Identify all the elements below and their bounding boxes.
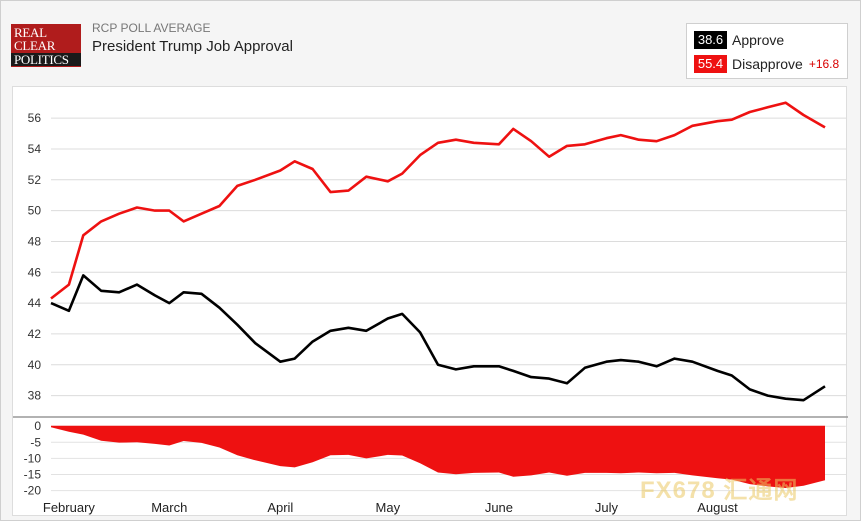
month-label-february: February bbox=[43, 500, 96, 515]
ytick-label-2: 42 bbox=[28, 327, 42, 341]
logo-line-1: REAL bbox=[14, 25, 47, 40]
legend-approve[interactable]: 38.6 Approve bbox=[694, 31, 784, 49]
ytick-label-0: 38 bbox=[28, 389, 42, 403]
ytick-label-6: 50 bbox=[28, 204, 42, 218]
ytick-label-5: 48 bbox=[28, 234, 42, 248]
ytick-label-7: 52 bbox=[28, 173, 42, 187]
rcp-logo[interactable]: REAL CLEAR POLITICS bbox=[11, 24, 81, 67]
watermark: FX678 汇通网 bbox=[640, 477, 799, 504]
month-label-july: July bbox=[595, 500, 619, 515]
spread-tick-label-2: -10 bbox=[24, 451, 42, 465]
ytick-label-3: 44 bbox=[28, 296, 42, 310]
ytick-label-1: 40 bbox=[28, 358, 42, 372]
chart-title: President Trump Job Approval bbox=[92, 38, 293, 55]
approve-value: 38.6 bbox=[694, 31, 727, 49]
month-label-march: March bbox=[151, 500, 187, 515]
logo-line-2: CLEAR bbox=[14, 38, 56, 53]
spread-tick-label-1: -5 bbox=[30, 435, 41, 449]
series-line-disapprove bbox=[50, 101, 826, 300]
approve-label: Approve bbox=[732, 32, 785, 48]
chart-svg: 38 40 42 44 46 48 50 52 54 56 0 -5 -10 -15 -20February… bbox=[13, 101, 848, 515]
ytick-label-4: 46 bbox=[28, 265, 42, 279]
chart-eyebrow: RCP POLL AVERAGE bbox=[92, 21, 211, 35]
legend-disapprove[interactable]: 55.4 Disapprove +16.8 bbox=[694, 55, 839, 73]
series-line-approve bbox=[50, 274, 826, 402]
chart-area: 38 40 42 44 46 48 50 52 54 56 0 -5 -10 -15 -20 February… bbox=[12, 86, 848, 516]
ytick-label-8: 54 bbox=[28, 142, 42, 156]
spread-value: +16.8 bbox=[808, 57, 840, 71]
spread-tick-label-3: -15 bbox=[24, 467, 42, 481]
month-label-april: April bbox=[267, 500, 293, 515]
spread-tick-label-4: -20 bbox=[24, 484, 42, 498]
spread-tick-label-0: 0 bbox=[34, 419, 41, 433]
disapprove-label: Disapprove bbox=[732, 56, 803, 72]
spread-area bbox=[51, 426, 825, 488]
month-label-may: May bbox=[376, 500, 401, 515]
month-label-august: August bbox=[697, 500, 738, 515]
month-label-june: June bbox=[485, 500, 513, 515]
ytick-label-9: 56 bbox=[28, 111, 42, 125]
logo-line-3: POLITICS bbox=[11, 53, 81, 66]
legend: 38.6 Approve 55.4 Disapprove +16.8 bbox=[686, 23, 848, 79]
disapprove-value: 55.4 bbox=[694, 55, 727, 73]
